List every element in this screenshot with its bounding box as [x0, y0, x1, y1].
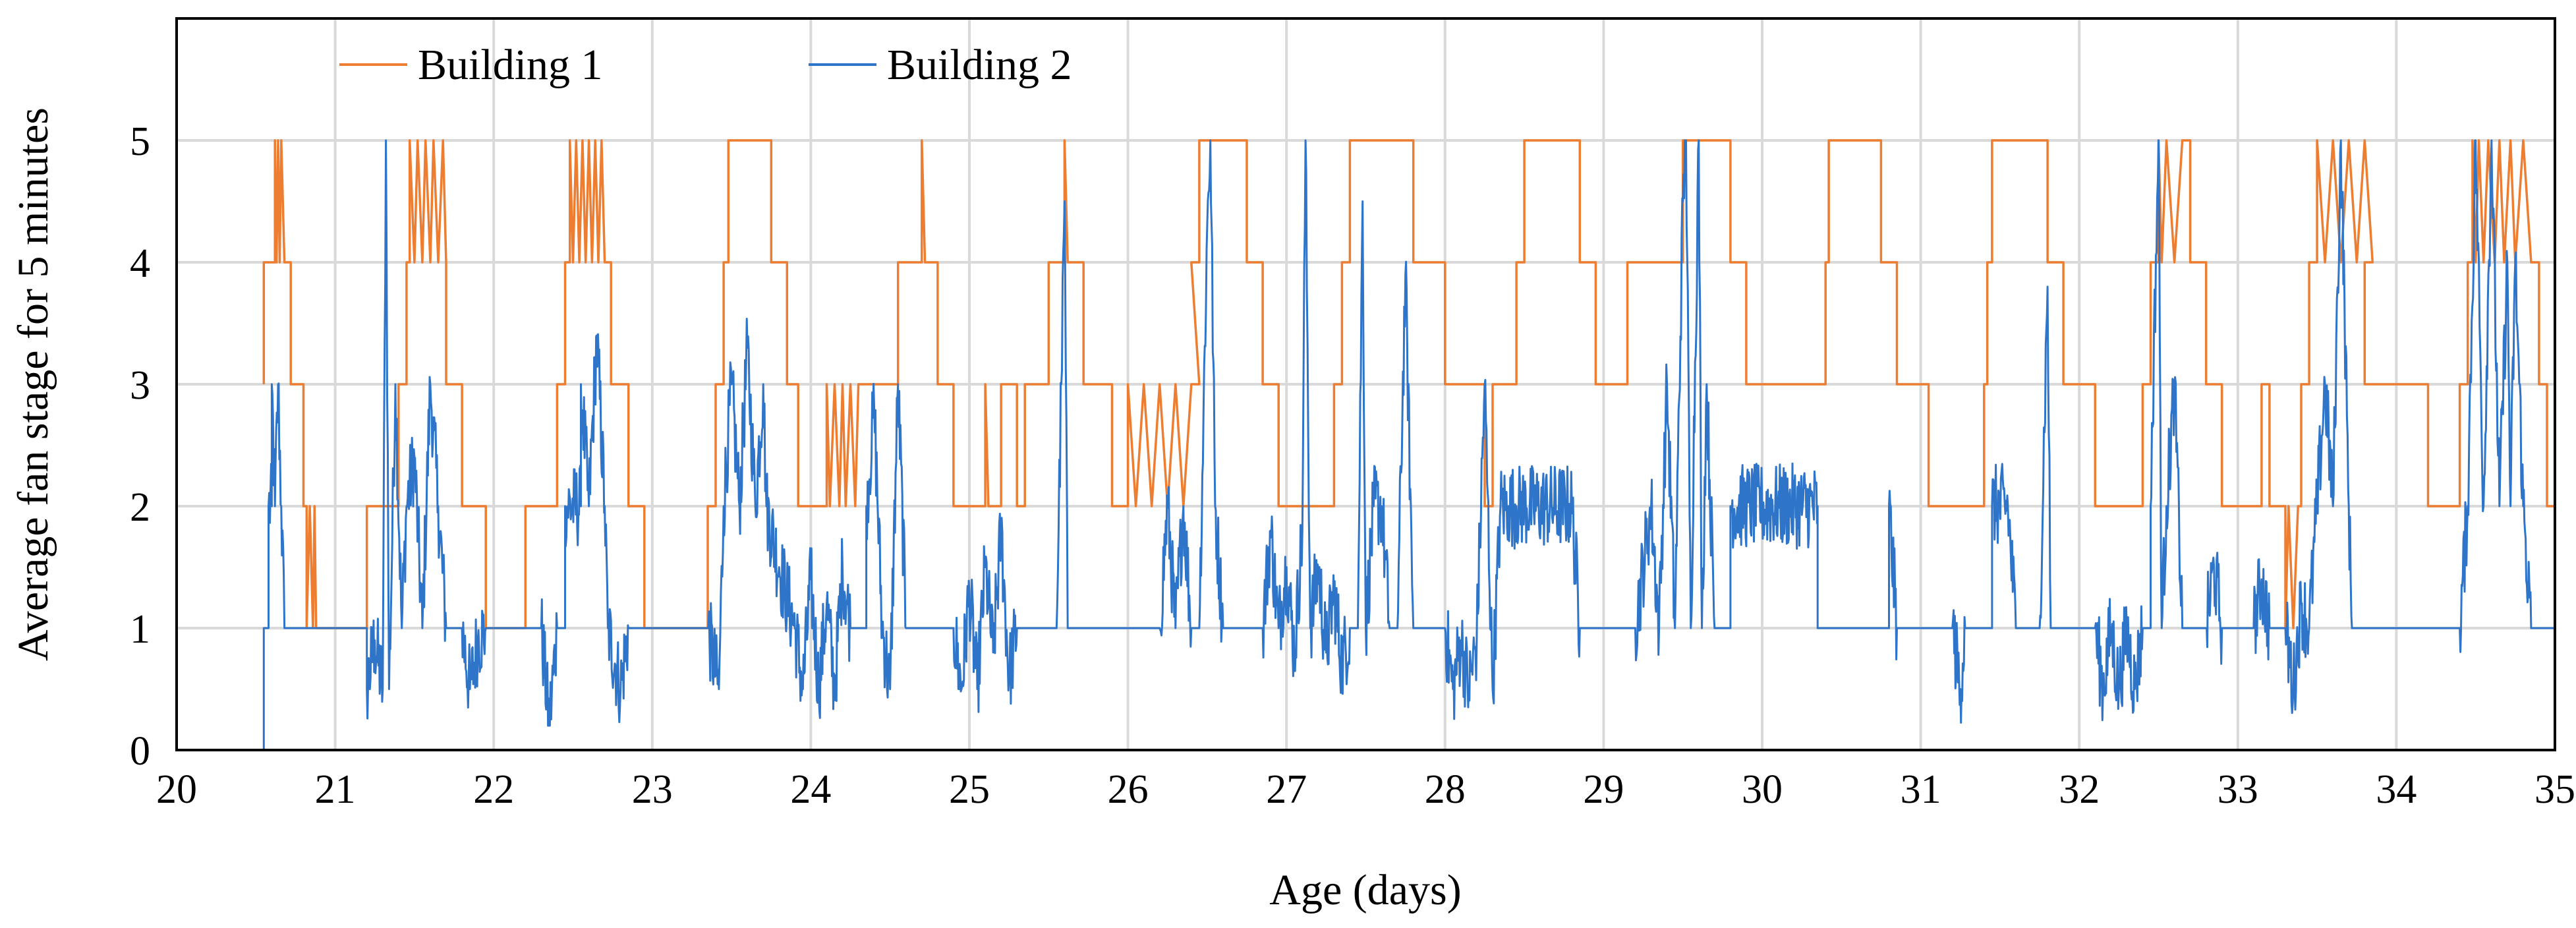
- y-tick-label: 5: [130, 119, 150, 164]
- y-axis-title: Average fan stage for 5 minutes: [9, 107, 57, 661]
- x-tick-labels: 20 21 22 23 24 25 26 27 28 29 30 31 32 33 34 35: [156, 767, 2575, 812]
- plot-frame: [175, 17, 2556, 751]
- legend-label-building-2: Building 2: [887, 41, 1072, 89]
- x-tick-label: 27: [1266, 767, 1307, 812]
- x-tick-label: 34: [2376, 767, 2417, 812]
- x-tick-label: 26: [1108, 767, 1149, 812]
- x-tick-label: 35: [2534, 767, 2575, 812]
- series-line-building-2: [262, 139, 2556, 750]
- x-tick-label: 21: [315, 767, 356, 812]
- legend: Building 1 Building 2: [339, 41, 1072, 89]
- y-tick-label: 2: [130, 485, 150, 530]
- x-tick-label: 23: [632, 767, 673, 812]
- series-layer: [262, 139, 2556, 750]
- x-tick-label: 24: [790, 767, 831, 812]
- x-tick-label: 25: [949, 767, 990, 812]
- series-line-building-1: [262, 139, 2555, 629]
- x-tick-label: 28: [1425, 767, 1466, 812]
- x-tick-label: 30: [1742, 767, 1783, 812]
- y-tick-label: 4: [130, 241, 150, 286]
- y-tick-label: 0: [130, 729, 150, 774]
- x-tick-label: 29: [1583, 767, 1624, 812]
- x-tick-label: 20: [156, 767, 197, 812]
- x-axis-title: Age (days): [1269, 866, 1461, 914]
- x-tick-label: 22: [473, 767, 514, 812]
- x-tick-label: 31: [1901, 767, 1941, 812]
- x-tick-label: 32: [2059, 767, 2100, 812]
- y-tick-label: 1: [130, 607, 150, 652]
- x-tick-label: 33: [2218, 767, 2258, 812]
- y-tick-label: 3: [130, 363, 150, 408]
- y-tick-labels: 0 1 2 3 4 5: [130, 119, 150, 774]
- legend-label-building-1: Building 1: [418, 41, 603, 89]
